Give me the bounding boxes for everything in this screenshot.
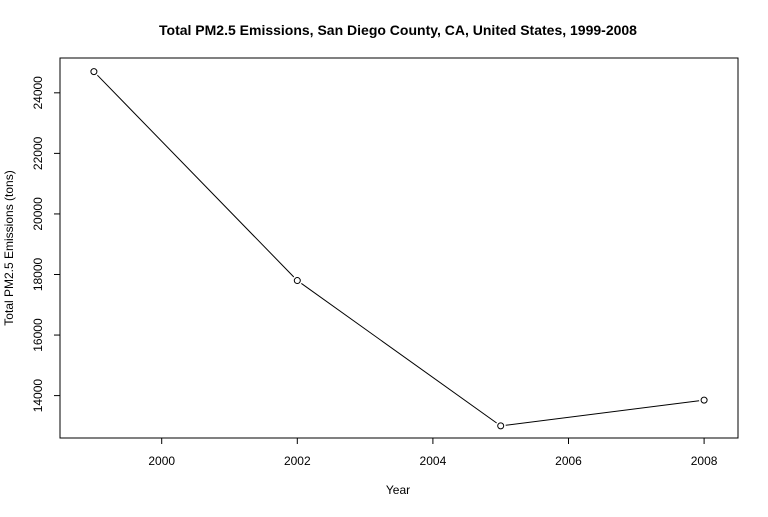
x-axis: 2000 2002 2004 2006 2008: [148, 438, 718, 468]
plot-frame: [59, 57, 739, 439]
y-tick-label: 20000: [31, 197, 45, 231]
series-segment: [97, 74, 295, 278]
y-axis: 14000 16000 18000 20000 22000 24000: [31, 76, 60, 412]
y-tick-label: 18000: [31, 257, 45, 291]
x-tick-label: 2000: [148, 454, 175, 468]
data-point: [90, 68, 98, 76]
x-tick-label: 2008: [691, 454, 718, 468]
series-segment: [505, 400, 700, 426]
y-tick-label: 16000: [31, 318, 45, 352]
chart-title: Total PM2.5 Emissions, San Diego County,…: [159, 22, 637, 38]
x-tick-label: 2002: [284, 454, 311, 468]
y-tick-label: 14000: [31, 379, 45, 413]
series-segment: [301, 283, 497, 424]
series-line: [90, 68, 708, 430]
x-tick-label: 2006: [555, 454, 582, 468]
y-tick-label: 24000: [31, 76, 45, 110]
data-point: [293, 277, 301, 285]
y-tick-label: 22000: [31, 136, 45, 170]
x-axis-label: Year: [386, 483, 410, 497]
data-point: [700, 396, 708, 404]
data-point: [497, 422, 505, 430]
y-axis-label: Total PM2.5 Emissions (tons): [2, 170, 16, 325]
x-tick-label: 2004: [420, 454, 447, 468]
